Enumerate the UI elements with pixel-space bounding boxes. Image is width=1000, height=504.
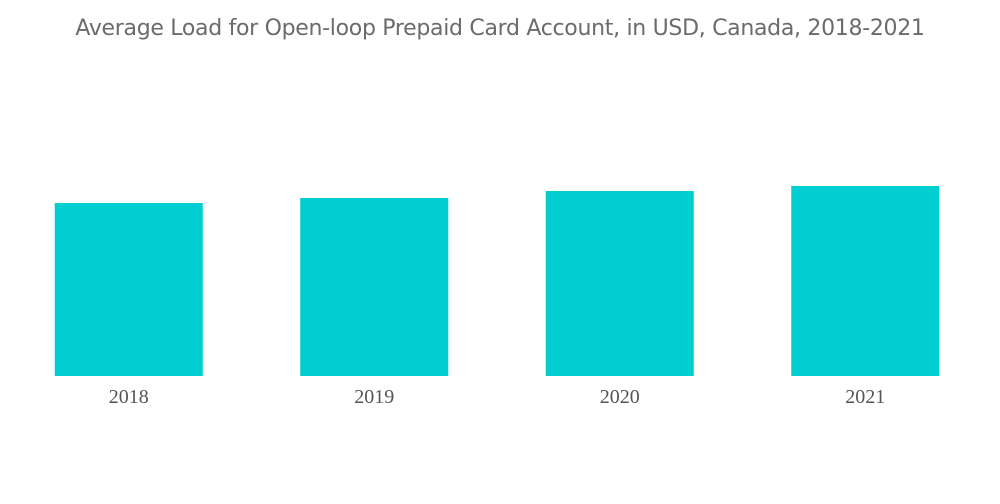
x-tick-label: 2019	[354, 386, 394, 408]
x-tick-label: 2020	[600, 386, 640, 408]
x-tick-label: 2018	[109, 386, 149, 408]
chart-title: Average Load for Open-loop Prepaid Card …	[75, 16, 925, 41]
bar-2018	[54, 203, 203, 376]
x-tick-label: 2021	[845, 386, 885, 408]
bar-2021	[791, 186, 940, 376]
bar-2020	[545, 191, 694, 376]
bar-2019	[300, 198, 449, 376]
